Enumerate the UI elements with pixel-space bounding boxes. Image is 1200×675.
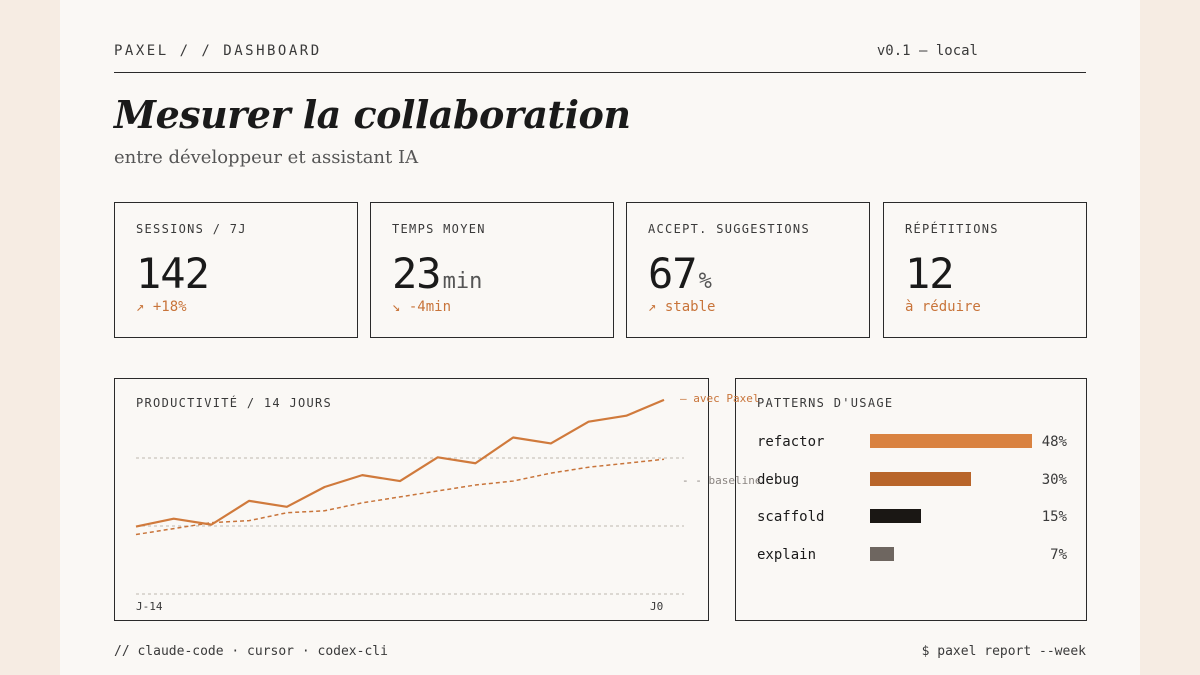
kpi-label: TEMPS MOYEN <box>392 222 486 236</box>
patterns-title: PATTERNS D'USAGE <box>757 396 894 410</box>
kpi-unit: min <box>442 269 483 294</box>
legend-avec-paxel: — avec Paxel <box>680 392 759 405</box>
productivity-line-chart: — avec Paxel - - baseline J-14 J0 <box>135 392 760 613</box>
top-bar: PAXEL / / DASHBOARD v0.1 — local <box>114 43 1086 73</box>
command-footer[interactable]: $ paxel report --week <box>921 644 1086 659</box>
pattern-name: explain <box>757 547 817 563</box>
kpi-value: 23min <box>392 249 482 298</box>
pattern-bar <box>870 434 1032 448</box>
kpi-unit: % <box>698 269 712 294</box>
pattern-bar <box>870 509 921 523</box>
pattern-percent: 15% <box>1041 509 1067 525</box>
kpi-number: 12 <box>905 249 955 298</box>
tools-footer: // claude-code · cursor · codex-cli <box>114 644 388 659</box>
dashboard-sheet: PAXEL / / DASHBOARD v0.1 — local Mesurer… <box>60 0 1140 675</box>
kpi-label: ACCEPT. SUGGESTIONS <box>648 222 810 236</box>
chart-title: PRODUCTIVITÉ / 14 JOURS <box>136 396 333 410</box>
kpi-number: 142 <box>136 249 210 298</box>
kpi-number: 67 <box>648 249 698 298</box>
version-label: v0.1 — local <box>876 43 978 59</box>
kpi-value: 67% <box>648 249 712 298</box>
kpi-label: SESSIONS / 7J <box>136 222 247 236</box>
pattern-percent: 7% <box>1050 547 1067 563</box>
x-tick-label-end: J0 <box>650 600 663 613</box>
legend-baseline: - - baseline <box>682 474 760 487</box>
page-subtitle: entre développeur et assistant IA <box>114 147 419 168</box>
pattern-bar <box>870 472 972 486</box>
pattern-row-refactor: refactor 48% <box>757 434 1067 450</box>
breadcrumb[interactable]: PAXEL / / DASHBOARD <box>114 43 322 59</box>
kpi-label: RÉPÉTITIONS <box>905 222 999 236</box>
kpi-card-temps-moyen: TEMPS MOYEN 23min ↘ -4min <box>370 202 614 338</box>
productivity-chart-card: PRODUCTIVITÉ / 14 JOURS <box>114 378 709 621</box>
pattern-bar <box>870 547 894 561</box>
kpi-card-acceptance: ACCEPT. SUGGESTIONS 67% ↗ stable <box>626 202 870 338</box>
pattern-percent: 30% <box>1041 472 1067 488</box>
pattern-row-explain: explain 7% <box>757 547 1067 563</box>
kpi-card-sessions: SESSIONS / 7J 142 ↗ +18% <box>114 202 358 338</box>
patterns-card: PATTERNS D'USAGE refactor 48% debug 30% … <box>735 378 1087 621</box>
kpi-value: 12 <box>905 249 956 298</box>
series-line-avec-paxel <box>135 398 665 528</box>
kpi-card-repetitions: RÉPÉTITIONS 12 à réduire <box>883 202 1087 338</box>
kpi-delta: à réduire <box>905 299 981 315</box>
pattern-name: debug <box>757 472 800 488</box>
x-tick-label-start: J-14 <box>136 600 163 613</box>
page-title: Mesurer la collaboration <box>114 92 631 137</box>
kpi-delta: ↘ -4min <box>392 299 452 315</box>
pattern-percent: 48% <box>1041 434 1067 450</box>
kpi-number: 23 <box>392 249 442 298</box>
pattern-row-scaffold: scaffold 15% <box>757 509 1067 525</box>
pattern-name: scaffold <box>757 509 825 525</box>
pattern-row-debug: debug 30% <box>757 472 1067 488</box>
kpi-delta: ↗ stable <box>648 299 716 315</box>
kpi-value: 142 <box>136 249 211 298</box>
kpi-delta: ↗ +18% <box>136 299 187 315</box>
pattern-name: refactor <box>757 434 825 450</box>
